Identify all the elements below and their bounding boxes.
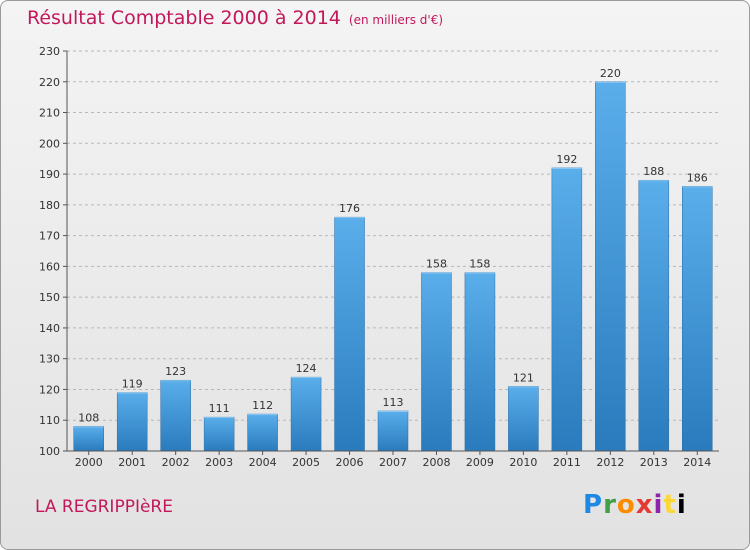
- chart-title: Résultat Comptable 2000 à 2014: [27, 7, 341, 29]
- y-tick-label: 200: [39, 137, 60, 150]
- y-tick-label: 230: [39, 45, 60, 58]
- y-tick-label: 100: [39, 445, 60, 458]
- bar: [203, 416, 235, 452]
- x-tick-label: 2001: [118, 456, 146, 469]
- bar-layer: 108 119 123 111 112 124 176 113 158 158 121 192 220 1…: [73, 67, 713, 452]
- x-tick-label: 2006: [336, 456, 364, 469]
- data-label: 112: [252, 399, 273, 412]
- bar: [682, 186, 713, 452]
- x-tick-label: 2014: [683, 456, 711, 469]
- data-label: 220: [600, 67, 621, 80]
- y-tick-label: 130: [39, 353, 60, 366]
- y-tick-label: 190: [39, 168, 60, 181]
- bar: [334, 216, 365, 452]
- x-tick-label: 2004: [249, 456, 277, 469]
- data-label: 176: [339, 202, 360, 215]
- data-label: 124: [296, 362, 317, 375]
- y-tick-label: 170: [39, 230, 60, 243]
- bar: [377, 410, 409, 452]
- bar: [508, 386, 539, 452]
- bar: [464, 272, 496, 452]
- y-tick-label: 140: [39, 322, 60, 335]
- chart-title-block: Résultat Comptable 2000 à 2014 (en millie…: [27, 7, 443, 29]
- bar: [421, 272, 452, 452]
- x-tick-label: 2008: [422, 456, 450, 469]
- bar: [638, 179, 670, 452]
- data-label: 121: [513, 371, 534, 384]
- x-tick-label: 2010: [509, 456, 537, 469]
- x-tick-label: 2013: [640, 456, 668, 469]
- x-tick-label: 2002: [162, 456, 190, 469]
- data-label: 113: [383, 396, 404, 409]
- bar: [551, 167, 583, 452]
- bar: [290, 376, 322, 452]
- x-tick-label: 2009: [466, 456, 494, 469]
- bar: [160, 379, 191, 452]
- x-tick-label: 2007: [379, 456, 407, 469]
- bar: [595, 81, 626, 452]
- data-label: 158: [469, 258, 490, 271]
- x-tick-label: 2005: [292, 456, 320, 469]
- data-label: 108: [78, 411, 99, 424]
- bar: [73, 426, 104, 452]
- y-tick-label: 160: [39, 260, 60, 273]
- proxiti-logo: Proxiti: [583, 490, 687, 520]
- data-label: 186: [687, 171, 708, 184]
- bar: [116, 392, 148, 452]
- data-label: 123: [165, 365, 186, 378]
- y-tick-label: 120: [39, 383, 60, 396]
- y-tick-label: 210: [39, 107, 60, 120]
- y-tick-label: 150: [39, 291, 60, 304]
- y-tick-label: 180: [39, 199, 60, 212]
- x-tick-label: 2000: [75, 456, 103, 469]
- data-label: 111: [209, 402, 230, 415]
- y-tick-label: 110: [39, 414, 60, 427]
- y-tick-label: 220: [39, 76, 60, 89]
- x-tick-label: 2011: [553, 456, 581, 469]
- data-label: 188: [643, 165, 664, 178]
- bar: [247, 413, 278, 452]
- location-label: LA REGRIPPIèRE: [35, 497, 173, 517]
- chart-subtitle: (en milliers d'€): [348, 13, 444, 27]
- x-tick-label: 2003: [205, 456, 233, 469]
- axis-layer: 100 110 120 130 140 150 160 170 180 190 200 210 220 2…: [39, 45, 719, 469]
- x-tick-label: 2012: [596, 456, 624, 469]
- data-label: 192: [556, 153, 577, 166]
- data-label: 119: [122, 378, 143, 391]
- data-label: 158: [426, 258, 447, 271]
